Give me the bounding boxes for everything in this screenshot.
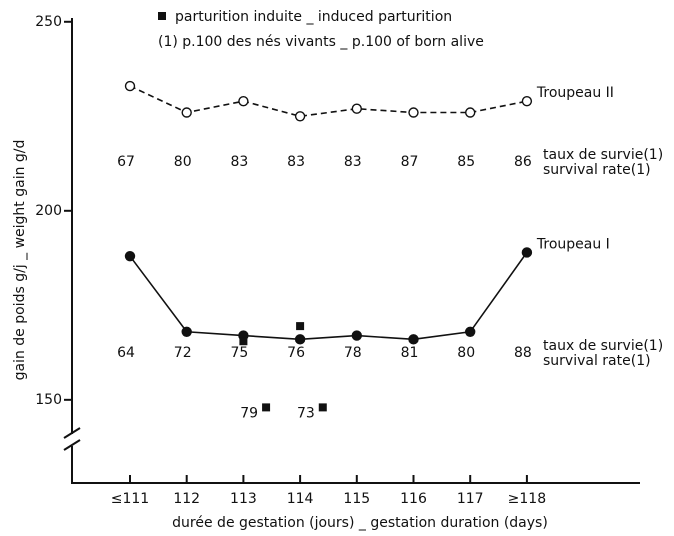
series-line [129,251,528,341]
x-tick-label: 116 [400,491,427,507]
legend-label: parturition induite _ induced parturitio… [175,9,452,25]
survival-label: survival rate(1) [543,353,651,369]
series-label: Troupeau I [536,236,610,252]
survival-rate: 80 [457,345,475,361]
x-tick-label: ≤111 [111,491,149,507]
data-point [124,80,136,92]
x-tick-label: 115 [343,491,370,507]
survival-rate: 75 [230,345,248,361]
survival-rate: 64 [117,345,135,361]
data-point [181,107,192,118]
data-point [408,107,419,118]
x-tick-label: 112 [173,491,200,507]
survival-rate: 83 [230,154,248,170]
y-tick-label: 250 [35,14,62,30]
induced-point [318,403,327,412]
survival-rate: 81 [401,345,419,361]
data-point [181,326,192,337]
survival-rate: 88 [514,345,532,361]
survival-rate: 86 [514,154,532,170]
data-point [521,247,533,258]
axis-break [63,427,81,439]
data-point [465,326,476,337]
axis-break [63,439,81,451]
survival-label: taux de survie(1) [543,147,663,163]
data-point [238,95,249,107]
data-point [351,330,362,341]
footnote: (1) p.100 des nés vivants _ p.100 of bor… [158,34,484,50]
induced-point [239,337,248,346]
survival-rate: 83 [344,154,362,170]
x-tick-label: 113 [230,491,257,507]
survival-rate: 76 [287,345,305,361]
data-point [351,103,362,114]
survival-rate: 85 [457,154,475,170]
data-point [294,111,306,122]
x-tick-label: 117 [457,491,484,507]
induced-point [262,403,271,412]
legend-marker [158,12,166,20]
survival-rate: 67 [117,154,135,170]
data-point [408,334,419,345]
survival-rate: 72 [174,345,192,361]
y-tick-label: 150 [35,392,62,408]
survival-rate: 79 [240,405,258,421]
survival-rate: 78 [344,345,362,361]
series-label: Troupeau II [536,85,614,101]
data-point [521,95,533,107]
x-axis-title: durée de gestation (jours) _ gestation d… [172,515,548,531]
survival-label: survival rate(1) [543,162,651,178]
data-point [465,107,476,118]
series-line [129,85,528,118]
data-point [294,334,306,345]
y-axis-title: gain de poids g/j _ weight gain g/d [12,140,28,381]
y-tick-label: 200 [35,203,62,219]
survival-rate: 83 [287,154,305,170]
survival-rate: 87 [401,154,419,170]
survival-rate: 73 [297,405,315,421]
x-tick-label: ≥118 [508,491,546,507]
induced-point [296,322,305,331]
data-point [124,250,136,262]
x-tick-label: 114 [287,491,314,507]
survival-rate: 80 [174,154,192,170]
survival-label: taux de survie(1) [543,338,663,354]
